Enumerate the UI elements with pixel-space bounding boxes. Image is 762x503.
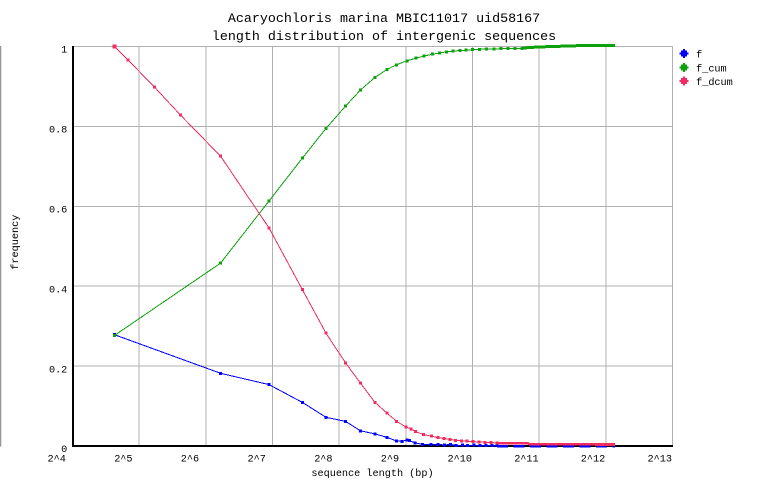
svg-text:Acaryochloris marina MBIC11017: Acaryochloris marina MBIC11017 uid58167 — [228, 12, 540, 27]
svg-text:2^5: 2^5 — [114, 454, 132, 465]
svg-text:frequency: frequency — [10, 215, 22, 270]
svg-text:0.8: 0.8 — [49, 126, 67, 137]
svg-text:2^7: 2^7 — [248, 454, 266, 465]
svg-text:length distribution of interge: length distribution of intergenic sequen… — [212, 30, 556, 45]
svg-text:2^4: 2^4 — [48, 454, 66, 465]
svg-text:f_cum: f_cum — [696, 63, 727, 75]
svg-text:0.6: 0.6 — [49, 206, 67, 217]
svg-text:f: f — [696, 50, 702, 62]
svg-text:2^8: 2^8 — [314, 454, 332, 465]
svg-text:2^6: 2^6 — [181, 454, 199, 465]
svg-text:0.2: 0.2 — [49, 365, 67, 376]
svg-text:0.4: 0.4 — [49, 285, 67, 296]
svg-text:f_dcum: f_dcum — [696, 77, 733, 89]
svg-text:0: 0 — [61, 445, 67, 456]
svg-text:2^11: 2^11 — [514, 454, 538, 465]
svg-text:2^10: 2^10 — [448, 454, 472, 465]
svg-text:2^9: 2^9 — [381, 454, 399, 465]
svg-text:2^12: 2^12 — [581, 454, 605, 465]
svg-text:sequence length (bp): sequence length (bp) — [311, 468, 433, 480]
svg-text:2^13: 2^13 — [648, 454, 672, 465]
svg-text:1: 1 — [61, 46, 67, 57]
